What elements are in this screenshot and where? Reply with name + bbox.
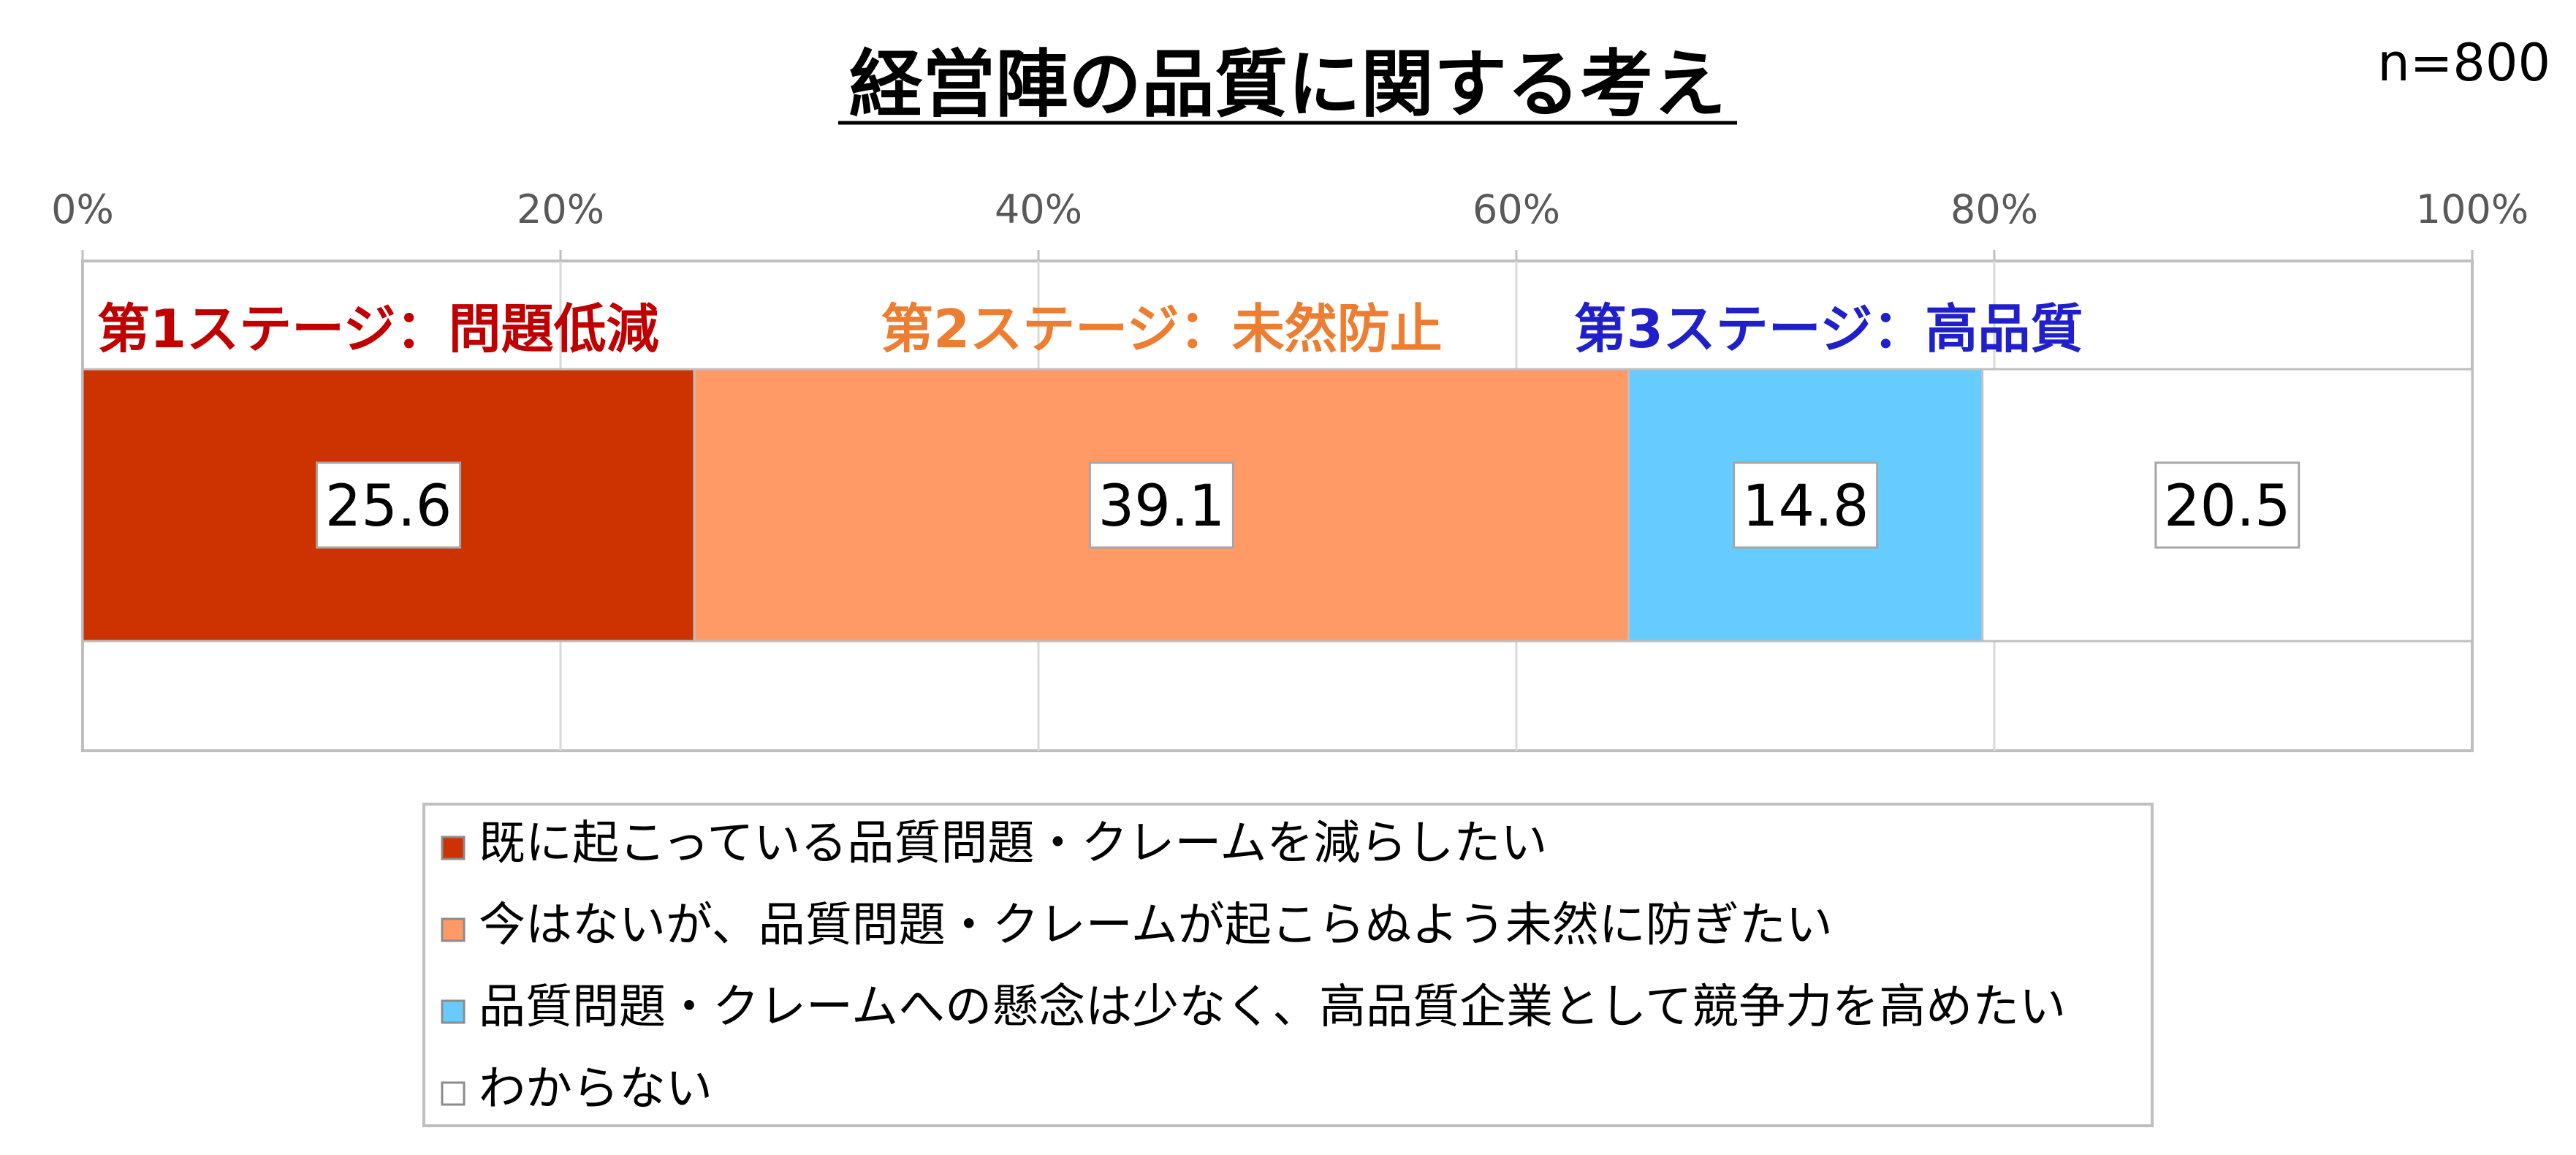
value-label: 20.5 xyxy=(2164,474,2291,539)
value-label-box xyxy=(2154,461,2300,549)
value-label-box xyxy=(1088,461,1234,549)
stage-labels: 第1ステージ：問題低減 第2ステージ：未然防止 第3ステージ：高品質 xyxy=(97,298,2083,360)
legend-swatch xyxy=(441,836,466,860)
x-tick-label: 20% xyxy=(517,186,604,232)
value-label: 14.8 xyxy=(1742,474,1869,539)
legend-swatch xyxy=(441,1081,466,1106)
x-tick-label: 0% xyxy=(51,186,114,232)
legend: 既に起こっている品質問題・クレームを減らしたい今はないが、品質問題・クレームが起… xyxy=(441,817,2066,1116)
value-label: 39.1 xyxy=(1098,474,1226,539)
value-label-box xyxy=(316,461,462,549)
stage-label-1: 第1ステージ：問題低減 xyxy=(97,298,659,360)
stage-label-2: 第2ステージ：未然防止 xyxy=(881,298,1443,360)
stage-label-3: 第3ステージ：高品質 xyxy=(1574,298,2083,360)
x-tick-label: 60% xyxy=(1473,186,1560,232)
chart-title: 経営陣の品質に関する考え xyxy=(849,42,1726,127)
x-axis-tick-labels: 0% 20% 40% 60% 80% 100% xyxy=(51,186,2528,261)
value-label: 25.6 xyxy=(325,474,452,539)
value-label-box xyxy=(1733,461,1879,549)
stacked-bar xyxy=(81,368,2474,643)
legend-box xyxy=(422,803,2154,1127)
sample-size: n=800 xyxy=(2377,33,2550,93)
x-tick-label: 80% xyxy=(1950,186,2038,232)
x-tick-label: 40% xyxy=(995,186,1082,232)
legend-swatch xyxy=(441,999,466,1024)
legend-entry: わからない xyxy=(479,1062,713,1116)
legend-entry: 既に起こっている品質問題・クレームを減らしたい xyxy=(479,817,1547,871)
value-labels: 25.6 39.1 14.8 20.5 xyxy=(316,461,2300,549)
legend-entry: 今はないが、品質問題・クレームが起こらぬよう未然に防ぎたい xyxy=(479,898,1833,953)
legend-swatch xyxy=(441,917,466,942)
x-tick-label: 100% xyxy=(2416,186,2528,232)
legend-entry: 品質問題・クレームへの懸念は少なく、高品質企業として競争力を高めたい xyxy=(479,980,2066,1034)
